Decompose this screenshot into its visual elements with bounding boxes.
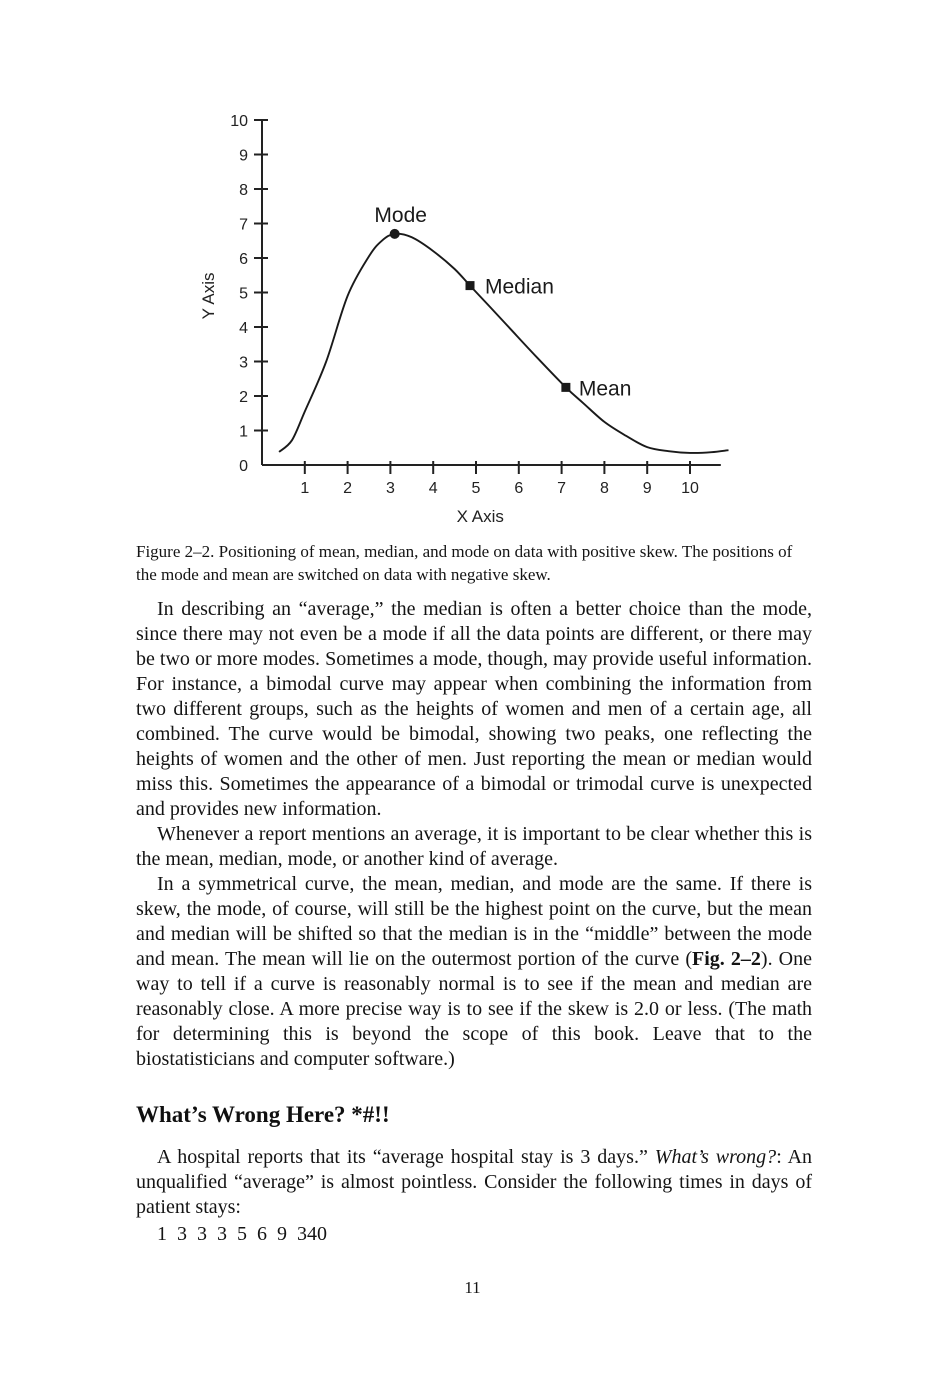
figure-2-2: 0 1 2 3 4 5 6 7 8 9 10 1 2 3 4 5 6 7 8 9 10 Y Axis X Axis Mode M… (150, 95, 810, 555)
paragraph-report-average: Whenever a report mentions an average, i… (136, 822, 812, 872)
y-tick-label: 9 (239, 148, 248, 165)
x-tick-label: 8 (600, 480, 609, 497)
y-tick-label: 6 (239, 251, 248, 268)
y-tick-label: 5 (239, 286, 248, 303)
x-axis-title: X Axis (457, 507, 504, 526)
point-label-median: Median (485, 276, 554, 299)
y-axis-title: Y Axis (199, 272, 218, 319)
point-marker-mean (561, 382, 571, 392)
y-tick-label: 1 (239, 424, 248, 441)
y-tick-label: 3 (239, 355, 248, 372)
paragraph-average-median: In describing an “average,” the median i… (136, 597, 812, 822)
page-number: 11 (464, 1278, 481, 1297)
patient-stay-values: 1 3 3 3 5 6 9 340 (157, 1223, 327, 1245)
y-tick-label: 10 (230, 113, 248, 130)
body-paragraphs: In describing an “average,” the median i… (136, 597, 812, 1072)
text-column: Figure 2–2. Positioning of mean, median,… (136, 540, 812, 1247)
point-marker-median (465, 281, 475, 291)
x-tick-label: 6 (514, 480, 523, 497)
text-segment: ). One way to tell if a curve is reasona… (136, 948, 813, 1070)
y-tick-label: 8 (239, 182, 248, 199)
y-tick-label: 4 (239, 320, 248, 337)
axes (254, 119, 721, 474)
text-segment: : An unqualified “average” is almost poi… (136, 1146, 813, 1218)
x-tick-label: 1 (300, 480, 309, 497)
y-tick-label: 0 (239, 458, 248, 475)
y-tick-label: 2 (239, 389, 248, 406)
text-segment: In describing an “average,” the median i… (136, 598, 812, 820)
text-segment: In a symmetrical curve, the mean, median… (136, 873, 812, 970)
x-tick-label: 3 (386, 480, 395, 497)
x-tick-label: 7 (557, 480, 566, 497)
y-tick-label: 7 (239, 217, 248, 234)
x-tick-label: 9 (643, 480, 652, 497)
distribution-curve (278, 232, 729, 454)
x-tick-label: 2 (343, 480, 352, 497)
figure-caption: Figure 2–2. Positioning of mean, median,… (136, 542, 793, 584)
paragraph-symmetrical-curve: In a symmetrical curve, the mean, median… (136, 872, 812, 1072)
tick-labels: 0 1 2 3 4 5 6 7 8 9 10 1 2 3 4 5 6 7 8 9 10 (230, 113, 699, 497)
text-segment: A hospital reports that its “average hos… (157, 1146, 655, 1168)
point-label-mean: Mean (579, 377, 632, 400)
x-tick-label: 4 (429, 480, 438, 497)
skew-distribution-chart: 0 1 2 3 4 5 6 7 8 9 10 1 2 3 4 5 6 7 8 9 10 Y Axis X Axis Mode M… (199, 113, 729, 526)
point-label-mode: Mode (374, 204, 427, 227)
point-marker-mode (389, 228, 400, 239)
x-tick-label: 10 (681, 480, 699, 497)
x-tick-label: 5 (472, 480, 481, 497)
text-segment: Whenever a report mentions an average, i… (136, 823, 812, 870)
section-heading: What’s Wrong Here? *#!! (136, 1102, 390, 1127)
paragraph-hospital-stay: A hospital reports that its “average hos… (136, 1145, 812, 1220)
text-segment: Fig. 2–2 (692, 948, 761, 970)
text-segment: What’s wrong? (654, 1146, 777, 1168)
